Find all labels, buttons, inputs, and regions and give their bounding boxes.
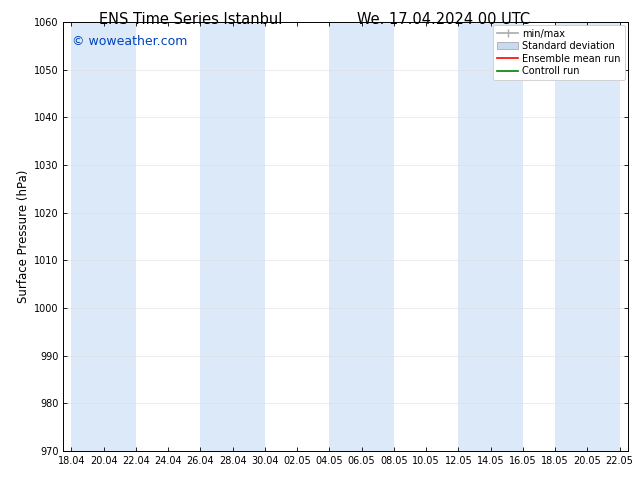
Bar — [587, 22, 619, 451]
Bar — [555, 22, 587, 451]
Legend: min/max, Standard deviation, Ensemble mean run, Controll run: min/max, Standard deviation, Ensemble me… — [493, 25, 624, 80]
Bar — [491, 22, 523, 451]
Text: We. 17.04.2024 00 UTC: We. 17.04.2024 00 UTC — [357, 12, 531, 27]
Y-axis label: Surface Pressure (hPa): Surface Pressure (hPa) — [16, 170, 30, 303]
Bar — [104, 22, 136, 451]
Text: © woweather.com: © woweather.com — [72, 35, 187, 48]
Bar — [458, 22, 491, 451]
Bar — [233, 22, 265, 451]
Bar — [330, 22, 361, 451]
Bar — [361, 22, 394, 451]
Text: ENS Time Series Istanbul: ENS Time Series Istanbul — [98, 12, 282, 27]
Bar — [200, 22, 233, 451]
Bar — [72, 22, 104, 451]
